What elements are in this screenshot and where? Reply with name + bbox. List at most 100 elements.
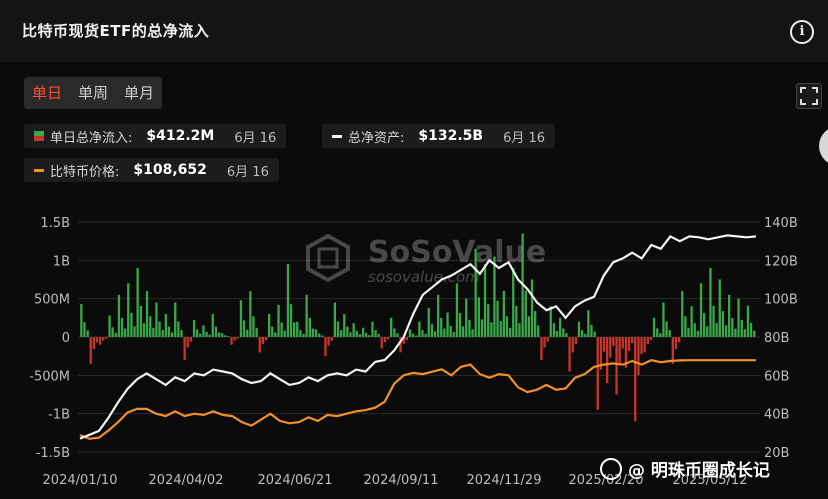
left-axis-ticks: 1.5B 1B 500M 0 -500M -1B -1.5B xyxy=(29,216,70,461)
flow-bar xyxy=(743,329,746,337)
stat-value: $132.5B xyxy=(418,128,484,144)
x-tick-label: 2024/11/29 xyxy=(467,473,542,488)
flow-bar xyxy=(731,318,734,337)
flow-bar xyxy=(606,337,609,383)
flow-bar xyxy=(227,336,230,337)
right-tick-label: 20B xyxy=(764,446,789,461)
daily-flow-bars xyxy=(80,233,756,422)
flow-bar xyxy=(718,279,721,337)
flow-bar xyxy=(171,332,174,337)
right-tick-label: 120B xyxy=(764,254,798,269)
right-axis-ticks: 140B 120B 100B 80B 60B 40B 20B xyxy=(764,216,798,461)
flow-bar xyxy=(681,291,684,337)
right-tick-label: 60B xyxy=(764,369,789,384)
flow-bar xyxy=(314,329,318,337)
right-tick-label: 80B xyxy=(764,331,789,346)
flow-bar xyxy=(618,337,621,363)
flow-bar xyxy=(468,319,471,338)
flow-bar xyxy=(352,323,355,337)
flow-bar xyxy=(124,328,127,337)
flow-bar xyxy=(114,332,117,337)
flow-bar xyxy=(599,337,602,370)
flow-bar xyxy=(753,330,756,337)
flow-bar xyxy=(120,318,124,337)
flow-bar xyxy=(555,330,559,337)
flow-bar xyxy=(365,332,368,337)
flow-bar xyxy=(530,279,534,337)
flow-bar xyxy=(274,332,277,337)
flow-bar xyxy=(609,337,612,358)
stat-value: $412.2M xyxy=(146,128,215,144)
flow-bar xyxy=(699,283,703,337)
flow-bar xyxy=(524,290,527,337)
flow-bar xyxy=(693,323,696,337)
flow-bar xyxy=(643,337,646,353)
flow-bar xyxy=(552,323,556,337)
flow-bar xyxy=(496,300,499,337)
flow-bar xyxy=(512,268,515,337)
flow-bar xyxy=(712,305,715,337)
flow-bar xyxy=(543,337,546,348)
flow-bar xyxy=(480,319,484,337)
flow-bar xyxy=(631,337,634,344)
flow-bar xyxy=(393,328,396,337)
flow-bar xyxy=(549,306,552,337)
flow-bar xyxy=(277,304,280,337)
flow-bar xyxy=(142,323,146,337)
bar-legend-swatch xyxy=(34,131,44,141)
flow-bar xyxy=(483,264,487,337)
flow-bar xyxy=(358,334,361,337)
flow-bar xyxy=(280,322,283,337)
flow-bar xyxy=(433,331,437,337)
flow-bar xyxy=(246,329,249,337)
watermark-url: sosovalue.com xyxy=(368,268,480,286)
flow-bar xyxy=(199,333,202,337)
flow-bar xyxy=(505,316,509,337)
flow-bar xyxy=(408,329,412,337)
flow-bar xyxy=(377,333,380,337)
flow-bar xyxy=(471,329,474,337)
flow-bar xyxy=(242,320,246,337)
flow-bar xyxy=(537,325,540,337)
corner-watermark-text: @ 明珠币圈成长记 xyxy=(628,461,770,481)
tab-daily[interactable]: 单日 xyxy=(32,84,63,102)
side-panel-handle[interactable] xyxy=(819,126,828,166)
btc-price-line xyxy=(79,359,756,440)
fullscreen-button[interactable] xyxy=(796,83,822,109)
flow-bar xyxy=(249,291,252,337)
flow-bar xyxy=(559,317,562,337)
flow-bar xyxy=(462,326,465,337)
flow-bar xyxy=(177,321,180,337)
flow-bar xyxy=(399,337,402,353)
flow-bar xyxy=(411,333,415,337)
flow-bar xyxy=(587,310,590,337)
flow-bar xyxy=(580,330,584,337)
flow-bar xyxy=(299,330,302,337)
flow-bar xyxy=(105,337,108,339)
period-tabs: 单日 单周 单月 xyxy=(24,77,163,109)
stat-btc-price: 比特币价格: $108,652 6月 16 xyxy=(24,158,279,182)
flow-bar xyxy=(421,330,424,337)
flow-bar xyxy=(703,312,706,337)
flow-bar xyxy=(233,337,236,341)
flow-bar xyxy=(183,337,186,360)
info-icon[interactable]: i xyxy=(790,20,814,44)
flow-bar xyxy=(430,323,433,337)
x-tick-label: 2025/02/20 xyxy=(569,473,644,488)
flow-bar xyxy=(721,311,725,337)
flow-bar xyxy=(590,324,593,337)
flow-bar xyxy=(374,330,377,337)
flow-bar xyxy=(189,337,192,342)
flow-bar xyxy=(574,337,577,344)
flow-bar xyxy=(102,337,105,341)
flow-bar xyxy=(89,337,92,364)
flow-bar xyxy=(424,333,427,337)
tab-monthly[interactable]: 单月 xyxy=(124,84,155,102)
flow-bar xyxy=(383,337,387,343)
flow-bar xyxy=(527,316,530,337)
flow-bar xyxy=(205,331,208,337)
flow-bar xyxy=(127,283,130,337)
price-legend-swatch xyxy=(34,168,44,172)
flow-bar xyxy=(678,337,681,343)
tab-weekly[interactable]: 单周 xyxy=(78,84,109,102)
